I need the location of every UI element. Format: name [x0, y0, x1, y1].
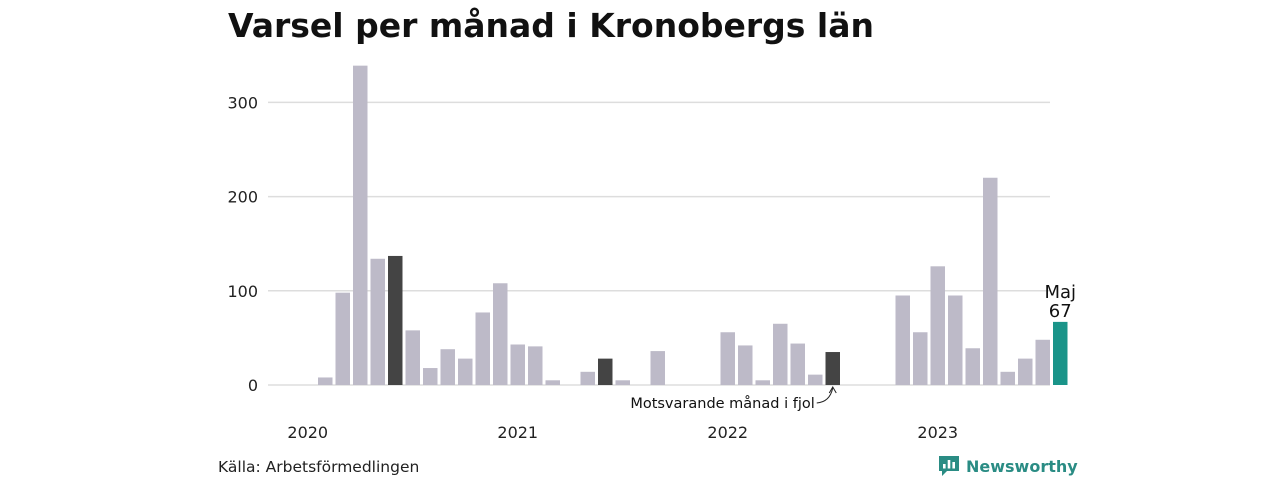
- bar: [825, 352, 840, 385]
- bar: [738, 345, 753, 385]
- bar: [370, 258, 385, 385]
- bar: [545, 380, 560, 385]
- bar: [930, 266, 945, 385]
- bar: [493, 283, 508, 385]
- bar: [773, 323, 788, 385]
- bar: [720, 332, 735, 385]
- y-tick-label: 300: [227, 93, 258, 112]
- bar: [1018, 358, 1033, 385]
- bar: [1053, 321, 1068, 385]
- bar: [808, 374, 823, 385]
- bar: [475, 312, 490, 385]
- y-tick-label: 0: [248, 376, 258, 395]
- bar: [965, 348, 980, 385]
- bar: [1000, 371, 1015, 385]
- y-tick-label: 200: [227, 188, 258, 207]
- bar: [790, 343, 805, 385]
- bar: [423, 368, 438, 385]
- bar: [510, 344, 525, 385]
- bar: [318, 377, 333, 385]
- y-tick-label: 100: [227, 282, 258, 301]
- y-axis-tick-labels: 0 100 200 300: [227, 93, 258, 395]
- bar: [440, 349, 455, 385]
- bar: [895, 295, 910, 385]
- bar: [405, 330, 420, 385]
- annotation-arrow-head: [828, 386, 837, 394]
- bar: [458, 358, 473, 385]
- bar: [913, 332, 928, 385]
- page-title: Varsel per månad i Kronobergs län: [228, 6, 874, 45]
- bars: [318, 65, 1068, 386]
- bar: [948, 295, 963, 385]
- bar: [528, 346, 543, 385]
- bar: [615, 380, 630, 385]
- brand-logo: Newsworthy: [938, 455, 1078, 477]
- last-bar-month-label: Maj: [1044, 282, 1076, 303]
- annotation-label: Motsvarande månad i fjol: [630, 395, 814, 412]
- bar: [598, 358, 613, 385]
- bar: [353, 65, 368, 386]
- x-axis-year-labels: 2020 2021 2022 2023: [287, 423, 958, 442]
- bar: [388, 255, 403, 385]
- annotation-arrow: [816, 387, 834, 404]
- brand-name: Newsworthy: [966, 456, 1078, 476]
- x-year-label: 2021: [497, 423, 538, 442]
- last-bar-value-label: 67: [1049, 301, 1072, 322]
- source-label: Källa: Arbetsförmedlingen: [218, 458, 420, 476]
- x-year-label: 2023: [917, 423, 958, 442]
- bar: [755, 380, 770, 385]
- x-year-label: 2022: [707, 423, 748, 442]
- bar: [1035, 339, 1050, 385]
- bar: [650, 351, 665, 385]
- x-year-label: 2020: [287, 423, 328, 442]
- bar-chart-speech-bubble-icon: [939, 456, 959, 476]
- bar: [580, 371, 595, 385]
- bar: [335, 292, 350, 385]
- bar: [983, 177, 998, 385]
